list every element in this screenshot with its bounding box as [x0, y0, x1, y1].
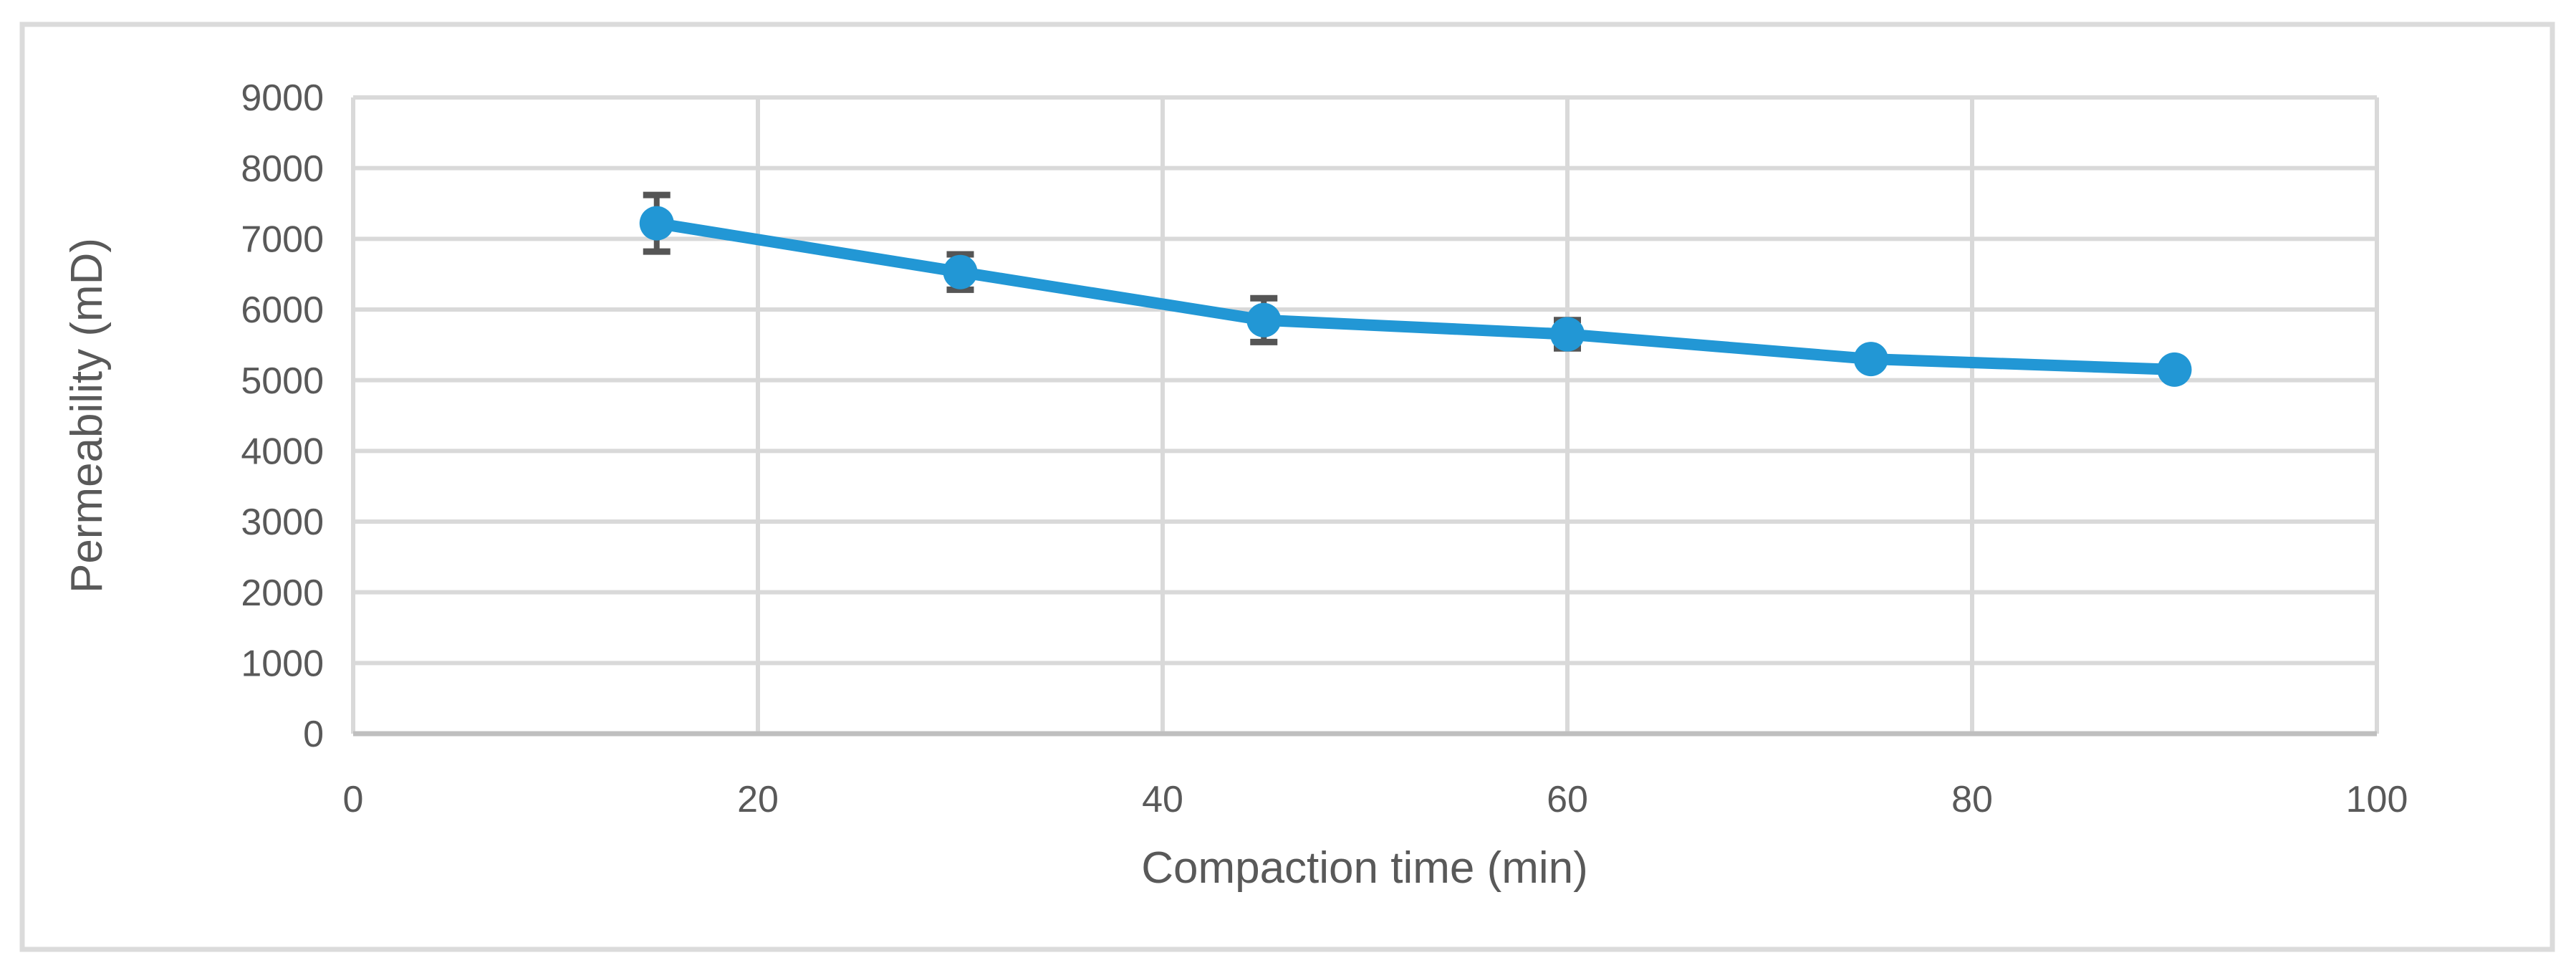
x-tick-label: 80	[1951, 779, 1993, 820]
y-tick-label: 7000	[241, 219, 324, 261]
data-point-marker	[639, 206, 674, 241]
figure-border	[19, 21, 2555, 952]
y-tick-label: 9000	[241, 77, 324, 119]
x-tick-label: 100	[2346, 779, 2408, 820]
x-axis-title: Compaction time (min)	[1141, 843, 1588, 893]
data-series	[639, 206, 2192, 387]
y-tick-label: 1000	[241, 643, 324, 685]
tick-labels: 0 1000 2000 3000 4000 5000 6000 7000 8000 9000 0 20…	[241, 77, 2408, 820]
data-point-marker	[1550, 317, 1585, 352]
x-tick-label: 20	[737, 779, 779, 820]
gridlines	[351, 95, 2379, 734]
data-point-marker	[1853, 342, 1888, 377]
y-tick-label: 6000	[241, 289, 324, 331]
y-tick-label: 5000	[241, 360, 324, 402]
y-tick-label: 2000	[241, 572, 324, 614]
y-tick-label: 0	[303, 714, 324, 755]
x-tick-label: 40	[1142, 779, 1183, 820]
data-point-marker	[2157, 352, 2192, 387]
data-point-marker	[943, 254, 978, 289]
y-axis-title: Permeability (mD)	[62, 238, 112, 593]
series-line	[650, 217, 2181, 375]
data-point-marker	[1246, 302, 1282, 337]
y-tick-label: 4000	[241, 431, 324, 473]
y-tick-label: 8000	[241, 148, 324, 190]
y-tick-label: 3000	[241, 502, 324, 543]
x-tick-label: 0	[343, 779, 364, 820]
x-tick-label: 60	[1547, 779, 1588, 820]
